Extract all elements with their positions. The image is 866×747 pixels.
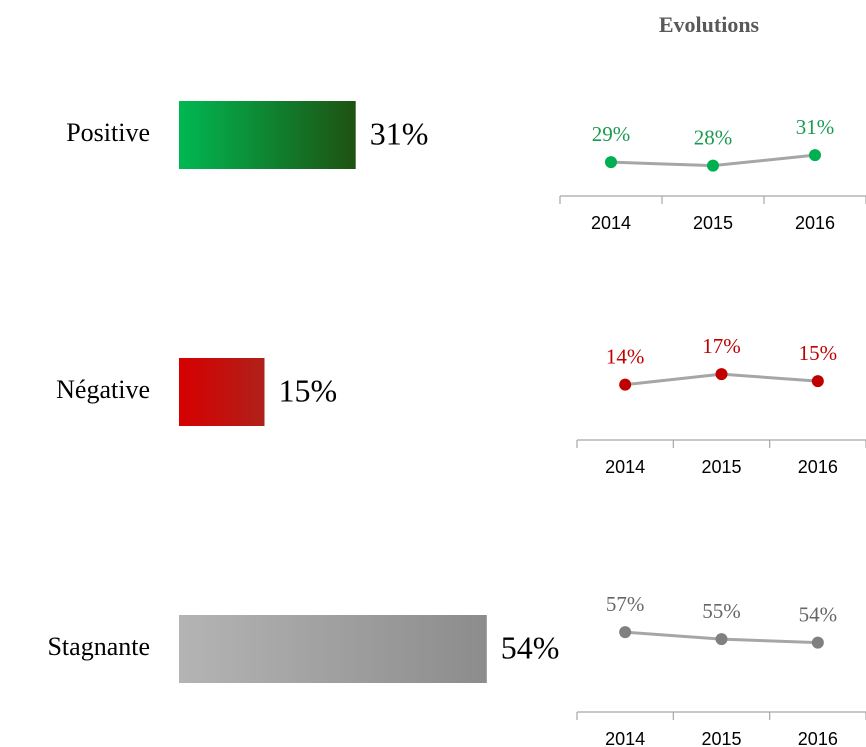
point-label: 31% — [796, 115, 835, 139]
point-label: 14% — [606, 344, 645, 368]
bar — [179, 615, 487, 683]
x-tick-label: 2015 — [693, 213, 733, 233]
point — [619, 378, 632, 391]
point-label: 28% — [694, 125, 733, 149]
point — [715, 368, 728, 381]
x-tick-label: 2016 — [798, 457, 838, 477]
point — [619, 626, 632, 639]
value-label: 31% — [370, 115, 429, 151]
x-tick-label: 2016 — [798, 729, 838, 747]
x-tick-label: 2014 — [605, 457, 645, 477]
point-label: 57% — [606, 592, 645, 616]
point — [707, 159, 719, 172]
category-label: Négative — [56, 375, 150, 404]
x-tick-label: 2014 — [605, 729, 645, 747]
point-label: 29% — [592, 122, 631, 146]
value-label: 54% — [501, 629, 560, 665]
x-tick-label: 2015 — [701, 729, 741, 747]
point — [811, 375, 824, 388]
point — [605, 156, 617, 169]
point-label: 17% — [702, 334, 741, 358]
point — [811, 636, 824, 649]
x-tick-label: 2014 — [591, 213, 631, 233]
bar — [179, 101, 356, 169]
x-tick-label: 2016 — [795, 213, 835, 233]
bar — [179, 358, 265, 426]
point-label: 55% — [702, 599, 741, 623]
category-label: Positive — [66, 118, 150, 147]
point — [809, 149, 821, 162]
value-label: 15% — [279, 372, 338, 408]
section-title: Evolutions — [659, 12, 760, 37]
point-label: 15% — [799, 341, 838, 365]
category-label: Stagnante — [47, 632, 150, 661]
point-label: 54% — [799, 602, 838, 626]
x-tick-label: 2015 — [701, 457, 741, 477]
point — [715, 633, 728, 646]
